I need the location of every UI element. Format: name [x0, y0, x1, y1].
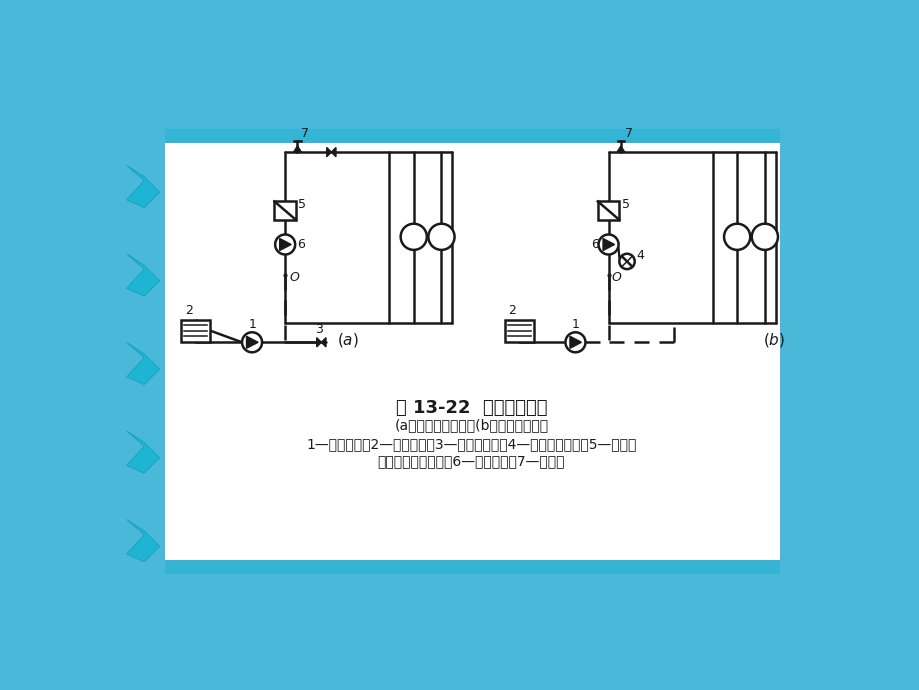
Bar: [165, 560, 778, 574]
Text: $(a)$: $(a)$: [337, 331, 358, 349]
Polygon shape: [617, 146, 624, 152]
Circle shape: [598, 235, 618, 255]
Polygon shape: [326, 148, 331, 157]
Text: 1—补给水泵；2—补给水筱；3—压力调节阀；4—电接点压力表；5—锅炉、: 1—补给水泵；2—补给水筱；3—压力调节阀；4—电接点压力表；5—锅炉、: [306, 437, 636, 452]
Text: 5: 5: [621, 198, 629, 211]
Circle shape: [723, 224, 749, 250]
Polygon shape: [246, 336, 257, 348]
Text: $(b)$: $(b)$: [762, 331, 784, 349]
Circle shape: [401, 224, 426, 250]
Polygon shape: [331, 148, 335, 157]
Text: 2: 2: [185, 304, 193, 317]
Text: 1: 1: [571, 318, 579, 331]
Text: 1: 1: [248, 318, 255, 331]
Circle shape: [565, 333, 584, 353]
Text: 7: 7: [301, 127, 309, 139]
Polygon shape: [602, 239, 614, 250]
Bar: [504, 320, 533, 342]
Text: 6: 6: [591, 237, 599, 250]
Bar: [165, 129, 778, 143]
Circle shape: [275, 235, 295, 255]
Polygon shape: [127, 431, 160, 473]
Text: 5: 5: [298, 198, 306, 211]
Text: 图 13-22  补给水泵定压: 图 13-22 补给水泵定压: [395, 399, 547, 417]
Circle shape: [751, 224, 777, 250]
Bar: [597, 201, 618, 220]
Text: 6: 6: [297, 237, 305, 250]
Text: 4: 4: [636, 249, 643, 262]
Polygon shape: [127, 342, 160, 384]
Polygon shape: [127, 165, 160, 208]
Text: O: O: [611, 271, 621, 284]
Circle shape: [428, 224, 454, 250]
Text: 换热器或冷水机组；6—循环水泵；7—安全阀: 换热器或冷水机组；6—循环水泵；7—安全阀: [378, 455, 564, 469]
Text: 3: 3: [315, 323, 323, 336]
Polygon shape: [316, 337, 321, 347]
Text: 2: 2: [508, 304, 516, 317]
Bar: [274, 201, 296, 220]
Polygon shape: [127, 254, 160, 296]
Circle shape: [618, 254, 634, 269]
Text: (a）连续补水定压；(b）间歇补水定压: (a）连续补水定压；(b）间歇补水定压: [394, 418, 548, 433]
Text: O: O: [289, 270, 299, 284]
Bar: [181, 320, 210, 342]
Bar: [165, 129, 778, 574]
Polygon shape: [127, 520, 160, 562]
Text: 7: 7: [624, 127, 632, 139]
Circle shape: [242, 333, 262, 353]
Polygon shape: [321, 337, 325, 347]
Polygon shape: [570, 336, 581, 348]
Polygon shape: [293, 146, 301, 152]
Polygon shape: [279, 239, 290, 250]
